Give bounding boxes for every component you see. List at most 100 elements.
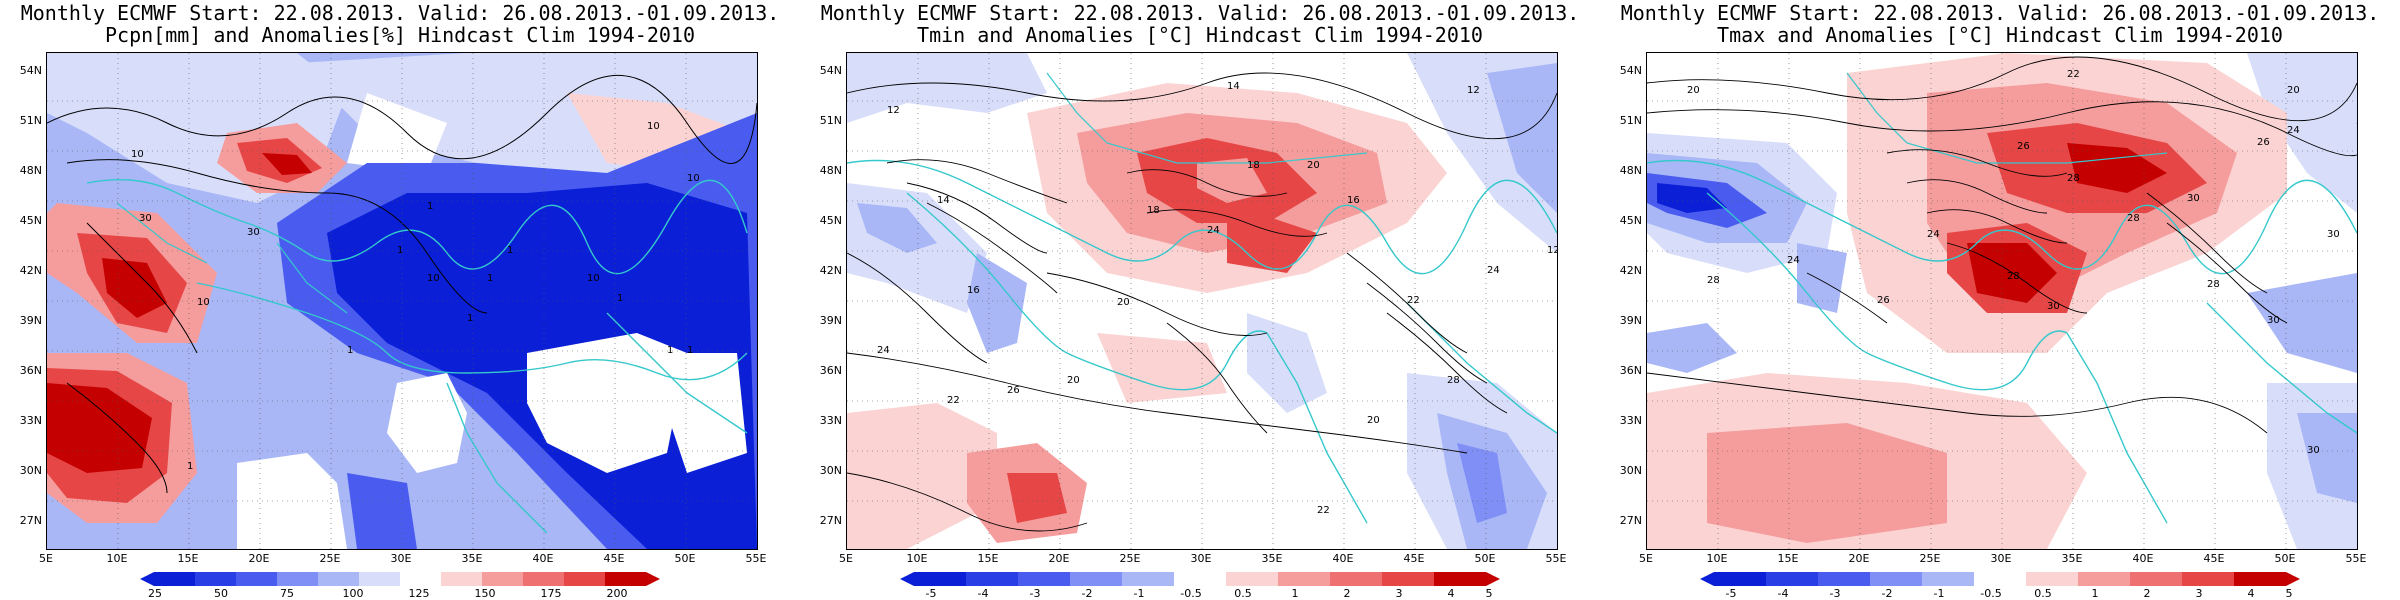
contour-label: 28: [2127, 213, 2140, 224]
lon-tick: 5E: [39, 552, 53, 565]
lon-tick: 20E: [1048, 552, 1070, 565]
contour-labels: 12 14 12 14 18 20 18 16 24 22 20 26 22 2…: [877, 81, 1557, 516]
lat-tick: 51N: [819, 114, 842, 127]
contour-label: 28: [2007, 271, 2020, 282]
lon-tick: 50E: [674, 552, 696, 565]
lat-tick: 45N: [19, 214, 42, 227]
lat-tick: 54N: [1619, 64, 1642, 77]
colorbar-label: 25: [148, 587, 162, 600]
colorbar-label: -5: [925, 587, 937, 600]
contour-label: 24: [877, 345, 890, 356]
contour-label: 10: [197, 297, 210, 308]
contour-labels: 20 22 20 24 26 28 30 26 28 24 30 28 26 3…: [1687, 69, 2340, 456]
contour-label: 10: [427, 273, 440, 284]
lat-tick: 45N: [1619, 214, 1642, 227]
panel-precipitation: Monthly ECMWF Start: 22.08.2013. Valid: …: [0, 0, 800, 600]
lon-tick: 30E: [390, 552, 412, 565]
contour-label: 26: [1877, 295, 1890, 306]
lat-tick: 27N: [19, 514, 42, 527]
contour-label: 26: [1007, 385, 1020, 396]
colorbar-label: 5: [1485, 587, 1493, 600]
lat-tick: 42N: [19, 264, 42, 277]
lon-tick: 50E: [1474, 552, 1496, 565]
colorbar-label: -0.5: [1980, 587, 2002, 600]
lat-tick: 30N: [819, 464, 842, 477]
precipitation-map-canvas: 10 30 10 30 1 10 1 10 1 1 1 1 10 1 1 1 1…: [47, 53, 757, 549]
precipitation-map: 10 30 10 30 1 10 1 10 1 1 1 1 10 1 1 1 1…: [46, 52, 758, 550]
colorbar-label: 0.5: [2034, 587, 2052, 600]
colorbar-label: -4: [977, 587, 989, 600]
colorbar-label: -1: [1933, 587, 1945, 600]
panel-title-line1: Monthly ECMWF Start: 22.08.2013. Valid: …: [20, 1, 780, 25]
contour-label: 24: [2287, 125, 2300, 136]
contour-label: 1: [687, 345, 693, 356]
lon-tick: 5E: [1639, 552, 1653, 565]
colorbar-arrow-left: [140, 572, 154, 586]
colorbar: [1700, 572, 2300, 586]
colorbar: [900, 572, 1500, 586]
colorbar-label: -4: [1777, 587, 1789, 600]
lat-tick: 48N: [19, 164, 42, 177]
panel-title-line1: Monthly ECMWF Start: 22.08.2013. Valid: …: [820, 1, 1580, 25]
contour-label: 12: [1467, 85, 1480, 96]
lat-tick: 45N: [819, 214, 842, 227]
tmin-map-canvas: 12 14 12 14 18 20 18 16 24 22 20 26 22 2…: [847, 53, 1557, 549]
contour-label: 10: [647, 121, 660, 132]
contour-label: 1: [427, 201, 433, 212]
colorbar-arrow-right: [2286, 572, 2300, 586]
contour-label: 30: [2187, 193, 2200, 204]
contour-label: 28: [1707, 275, 1720, 286]
contour-label: 22: [1407, 295, 1420, 306]
colorbar-arrow-right: [646, 572, 660, 586]
lat-tick: 36N: [19, 364, 42, 377]
contour-label: 1: [487, 273, 493, 284]
contour-label: 24: [1207, 225, 1220, 236]
lat-tick: 36N: [1619, 364, 1642, 377]
lon-tick: 40E: [1332, 552, 1354, 565]
lon-tick: 35E: [1261, 552, 1283, 565]
lon-tick: 40E: [2132, 552, 2154, 565]
contour-label: 24: [1927, 229, 1940, 240]
lon-tick: 35E: [461, 552, 483, 565]
lon-tick: 45E: [603, 552, 625, 565]
contour-label: 30: [2327, 229, 2340, 240]
contour-labels: 10 30 10 30 1 10 1 10 1 1 1 1 10 1 1 1 1…: [131, 121, 700, 472]
contour-label: 20: [1307, 160, 1320, 171]
contour-label: 24: [1787, 255, 1800, 266]
contour-label: 1: [467, 313, 473, 324]
colorbar-label: 125: [408, 587, 430, 600]
colorbar-label: -3: [1829, 587, 1841, 600]
colorbar-label: 2: [1343, 587, 1351, 600]
colorbar-label: 4: [2247, 587, 2255, 600]
tmin-map: 12 14 12 14 18 20 18 16 24 22 20 26 22 2…: [846, 52, 1558, 550]
lon-tick: 20E: [1848, 552, 1870, 565]
lat-tick: 54N: [819, 64, 842, 77]
lon-tick: 15E: [177, 552, 199, 565]
colorbar-label: 75: [280, 587, 294, 600]
lat-tick: 33N: [19, 414, 42, 427]
contour-label: 30: [2307, 445, 2320, 456]
colorbar: [140, 572, 660, 586]
panel-title-line2: Tmin and Anomalies [°C] Hindcast Clim 19…: [917, 23, 1483, 47]
lon-tick: 15E: [1777, 552, 1799, 565]
lon-tick: 25E: [1119, 552, 1141, 565]
lon-tick: 45E: [1403, 552, 1425, 565]
lon-tick: 15E: [977, 552, 999, 565]
colorbar-arrow-left: [900, 572, 914, 586]
contour-label: 1: [347, 345, 353, 356]
colorbar-label: 1: [1291, 587, 1299, 600]
panel-title-line2: Pcpn[mm] and Anomalies[%] Hindcast Clim …: [104, 23, 695, 47]
colorbar-label: 100: [342, 587, 364, 600]
contour-label: 30: [2267, 315, 2280, 326]
lat-tick: 30N: [19, 464, 42, 477]
colorbar-label: 3: [2195, 587, 2203, 600]
colorbar-label: 175: [540, 587, 562, 600]
contour-label: 30: [247, 227, 260, 238]
contour-label: 24: [1487, 265, 1500, 276]
lat-tick: 36N: [819, 364, 842, 377]
contour-label: 16: [1347, 195, 1360, 206]
lat-tick: 39N: [1619, 314, 1642, 327]
colorbar-arrow-left: [1700, 572, 1714, 586]
contour-label: 26: [2257, 137, 2270, 148]
contour-label: 20: [2287, 85, 2300, 96]
